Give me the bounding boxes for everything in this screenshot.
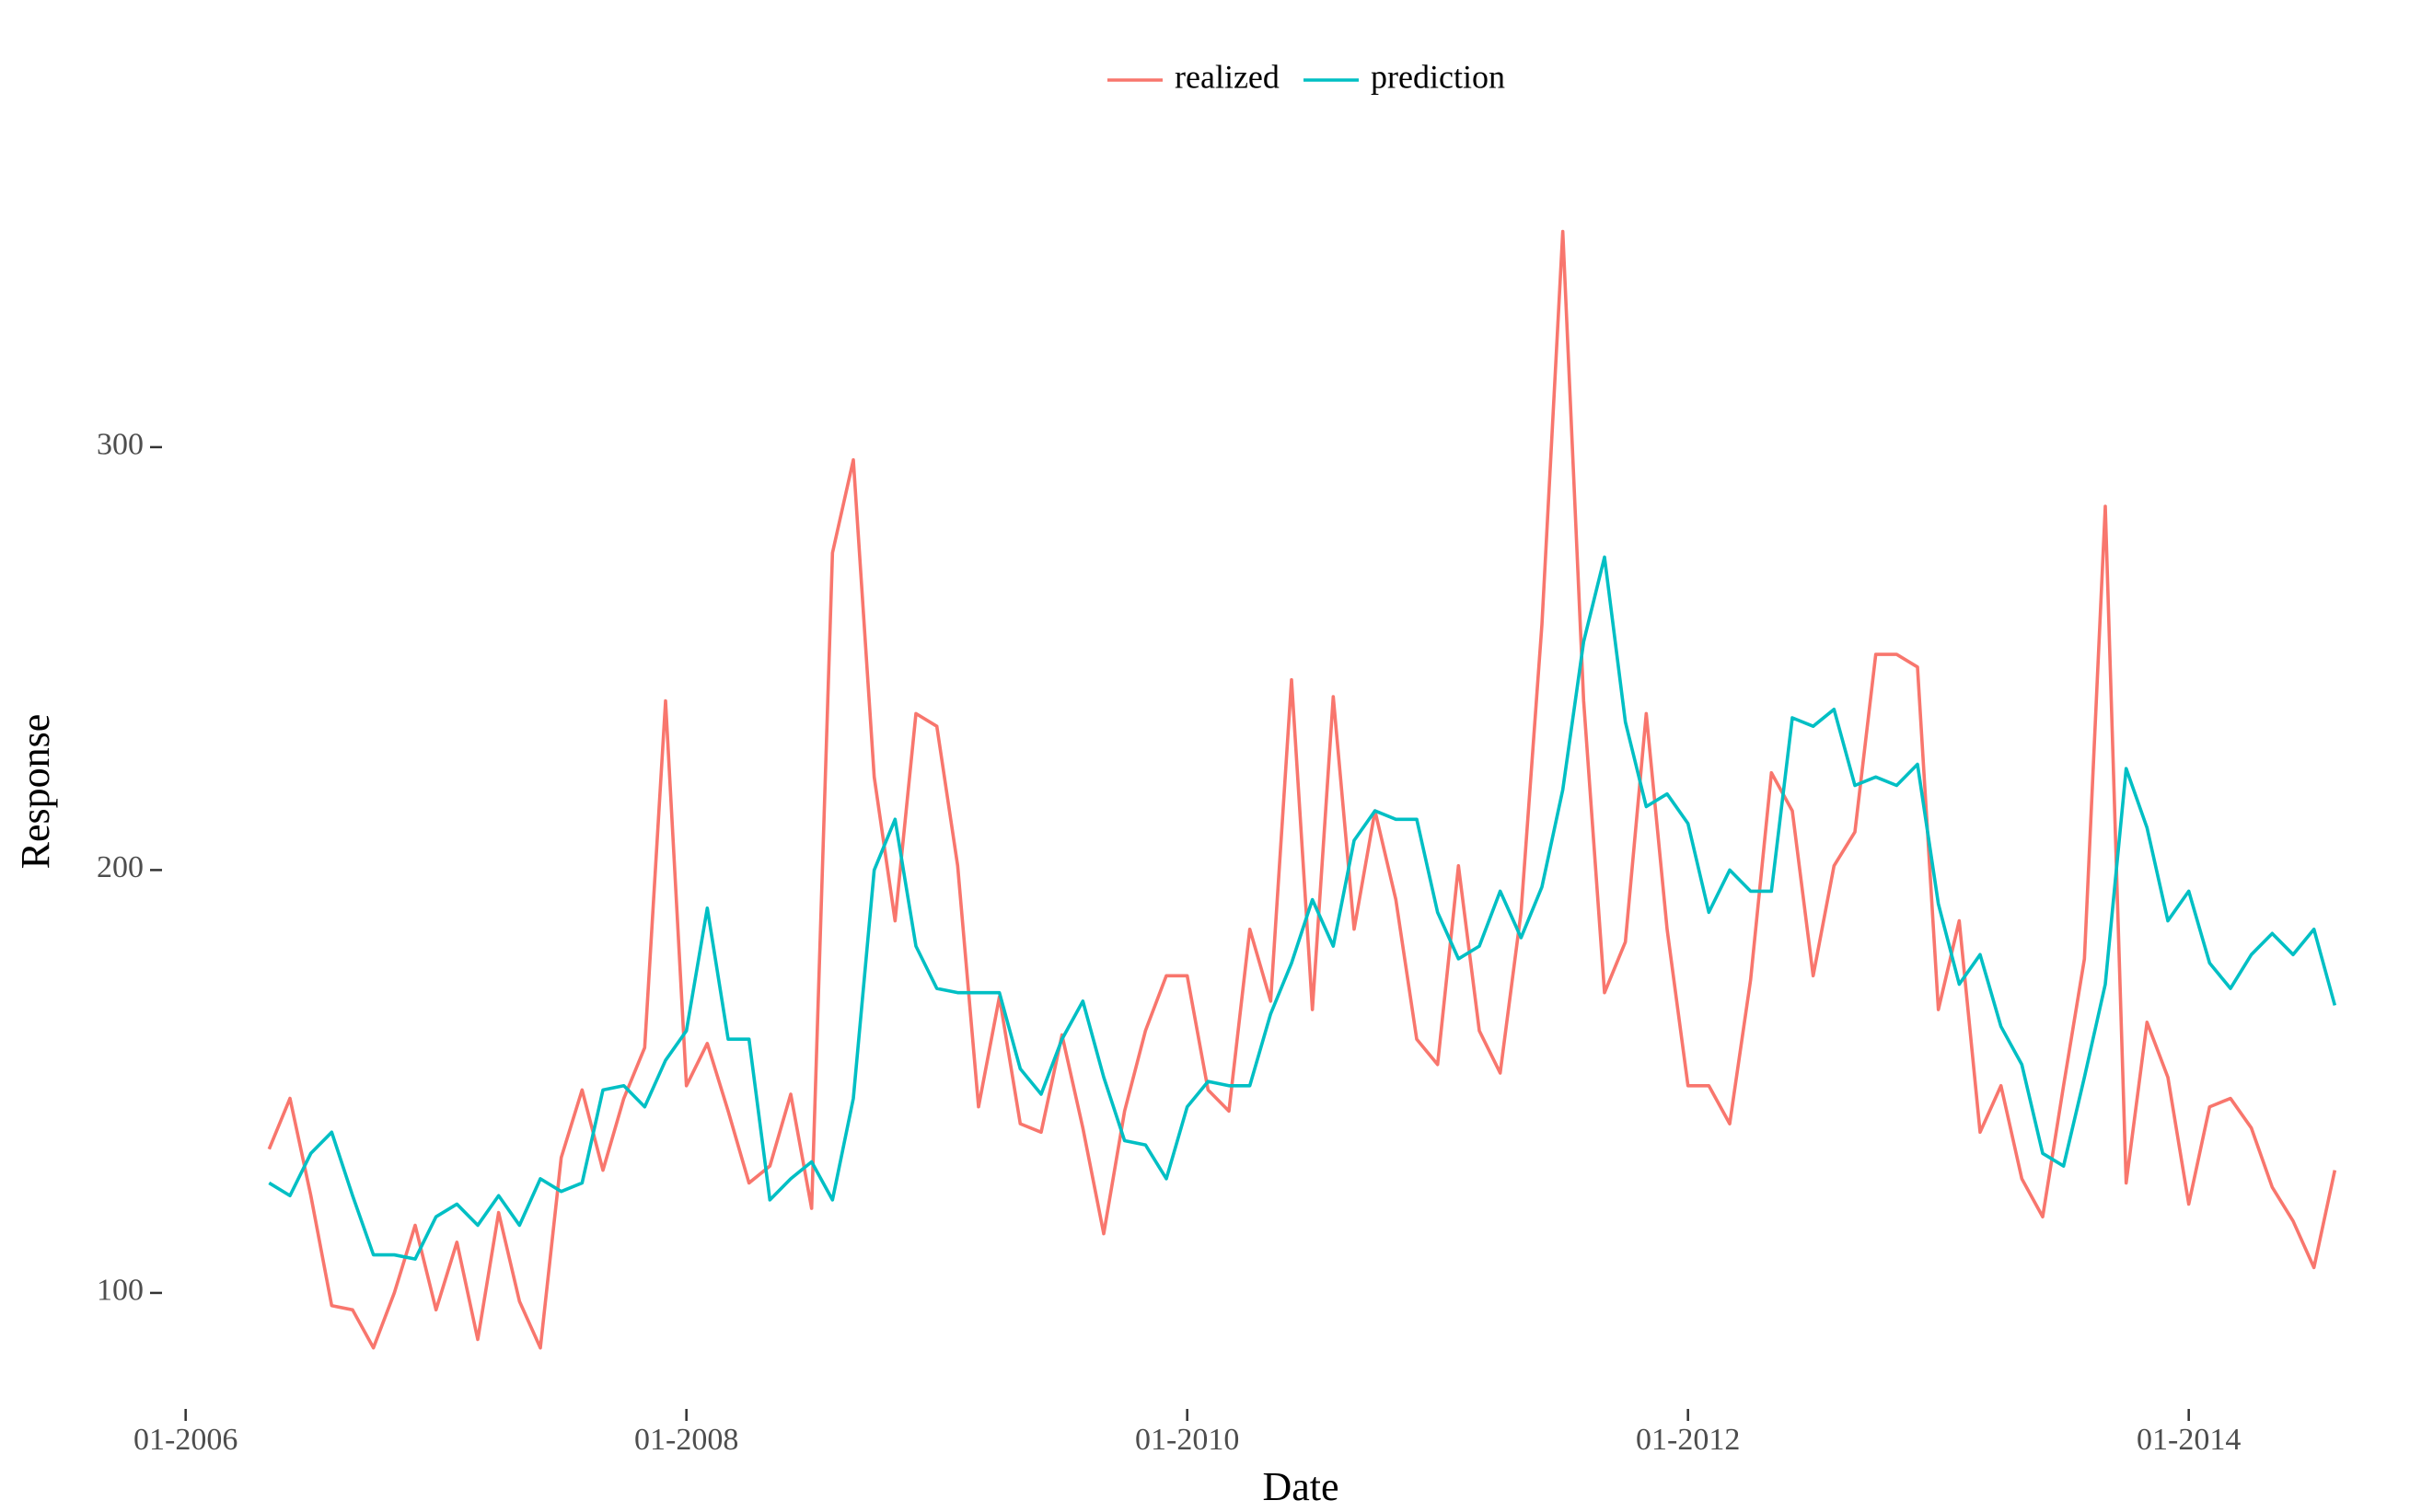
x-tick-label: 01-2010 bbox=[1135, 1423, 1239, 1457]
y-axis-title: Response bbox=[13, 714, 58, 870]
series-line bbox=[267, 229, 2337, 1350]
x-tick-label: 01-2006 bbox=[133, 1423, 238, 1457]
series-line bbox=[268, 555, 2337, 1261]
x-axis-title: Date bbox=[1262, 1464, 1338, 1509]
y-tick-label: 100 bbox=[97, 1274, 144, 1308]
x-tick-label: 01-2012 bbox=[1636, 1423, 1740, 1457]
x-tick-label: 01-2014 bbox=[2137, 1423, 2241, 1457]
y-tick-label: 300 bbox=[97, 428, 144, 462]
y-tick-label: 200 bbox=[97, 850, 144, 884]
legend-label: prediction bbox=[1371, 58, 1505, 95]
x-tick-label: 01-2008 bbox=[634, 1423, 738, 1457]
legend-label: realized bbox=[1175, 58, 1280, 95]
